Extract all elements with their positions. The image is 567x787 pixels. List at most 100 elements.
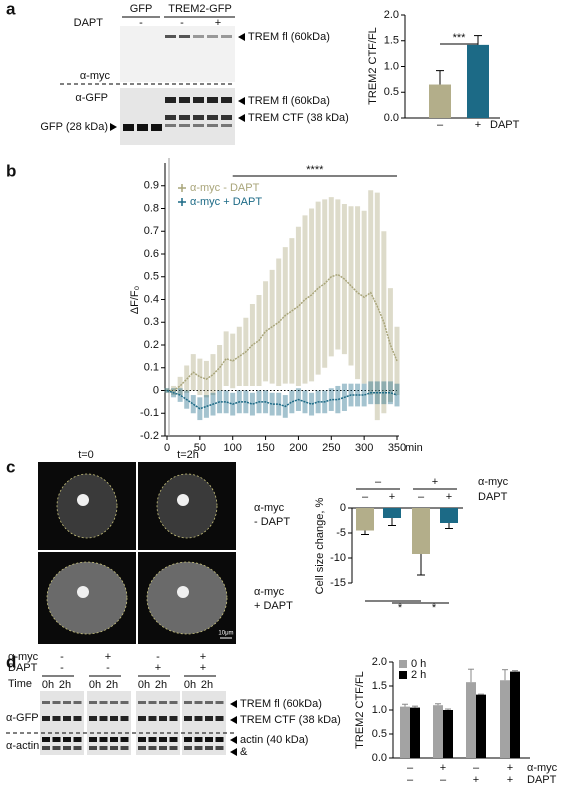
band [179, 35, 190, 38]
x-axis-label: DAPT [490, 119, 520, 131]
band [179, 97, 190, 103]
band [148, 716, 157, 721]
band [169, 737, 178, 742]
legend-label: α-myc + DAPT [190, 196, 262, 208]
band-label: TREM fl (60kDa) [248, 95, 330, 107]
time: 2h [59, 679, 71, 691]
y-tick-label: 2.0 [384, 9, 399, 21]
y-tick-label: -5 [336, 527, 346, 539]
blot-header: GFP [130, 3, 153, 15]
y-tick-label: -0.2 [140, 430, 159, 442]
bar [400, 706, 410, 758]
band [193, 115, 204, 120]
band [179, 115, 190, 120]
y-tick-label: 2.0 [372, 656, 387, 668]
x-tick-label: – [407, 774, 414, 786]
band [42, 716, 50, 721]
band [207, 35, 218, 38]
y-tick-label: 1.5 [384, 35, 399, 47]
band [205, 737, 213, 742]
band [120, 746, 129, 750]
sign: - [60, 651, 64, 663]
legend-swatch [399, 660, 407, 668]
row-label: α-myc [254, 502, 285, 514]
band [52, 716, 61, 721]
x-tick-label: + [446, 491, 452, 503]
sign: - [156, 651, 160, 663]
nucleus [177, 494, 189, 506]
time: 2h [155, 679, 167, 691]
band [215, 737, 224, 742]
band [221, 124, 232, 127]
row-label: α-myc [254, 586, 285, 598]
y-tick-label: 1.5 [372, 680, 387, 692]
annotation: * [398, 602, 403, 614]
sign: - [106, 662, 110, 674]
band [73, 746, 82, 750]
band [179, 124, 190, 127]
band-label: TREM fl (60kDa) [248, 31, 330, 43]
band [63, 701, 71, 704]
y-tick-label: 0.6 [144, 248, 159, 260]
sign: - [60, 662, 64, 674]
band [165, 97, 176, 103]
x-tick-label: + [475, 119, 481, 131]
x-axis-label: α-myc [527, 762, 558, 774]
y-tick-label: 0.5 [372, 728, 387, 740]
x-tick-label: + [507, 774, 513, 786]
band [193, 97, 204, 103]
x-tick-label: + [440, 762, 446, 774]
band [120, 701, 129, 704]
bar [467, 44, 489, 119]
band [148, 746, 157, 750]
x-tick-label: 200 [289, 442, 307, 454]
band [63, 737, 71, 742]
blot-header: TREM2-GFP [168, 3, 232, 15]
group-label: + [432, 476, 438, 488]
panel-label: b [6, 161, 16, 180]
blot [182, 691, 226, 755]
y-tick-label: 0.7 [144, 225, 159, 237]
band-label: TREM fl (60kDa) [240, 698, 322, 710]
arrow [230, 736, 237, 744]
band [73, 737, 82, 742]
sign: + [200, 662, 206, 674]
band-label: GFP (28 kDa) [40, 121, 108, 133]
arrow [230, 700, 237, 708]
x-tick-label: 0 [164, 442, 170, 454]
legend-marker [178, 198, 186, 206]
band [215, 701, 224, 704]
x-tick-label: – [437, 119, 444, 131]
sign: + [155, 662, 161, 674]
x-tick-label: 100 [224, 442, 242, 454]
y-tick-label: 0.5 [384, 86, 399, 98]
band [194, 746, 203, 750]
band [159, 746, 167, 750]
blot [87, 691, 131, 755]
band [148, 701, 157, 704]
y-tick-label: -15 [330, 577, 346, 589]
band [159, 701, 167, 704]
x-axis-label: min [405, 442, 423, 454]
band [184, 737, 192, 742]
sign: - [139, 17, 143, 29]
legend-swatch [399, 671, 407, 679]
y-tick-label: 0.3 [144, 316, 159, 328]
antibody: α-GFP [6, 712, 39, 724]
y-tick-label: 0 [153, 384, 159, 396]
cell [46, 561, 128, 635]
band [52, 701, 61, 704]
row-label: Time [8, 678, 32, 690]
band [151, 124, 162, 131]
band-label: & [240, 746, 248, 758]
bar [476, 694, 486, 758]
bar [356, 508, 374, 531]
x-tick-label: – [473, 762, 480, 774]
band [165, 115, 176, 120]
x-tick-label: 300 [355, 442, 373, 454]
blot [120, 26, 235, 82]
y-axis-label: ΔF/F₀ [129, 286, 141, 314]
band [205, 716, 213, 721]
sign: + [215, 17, 221, 29]
arrow [230, 716, 237, 724]
